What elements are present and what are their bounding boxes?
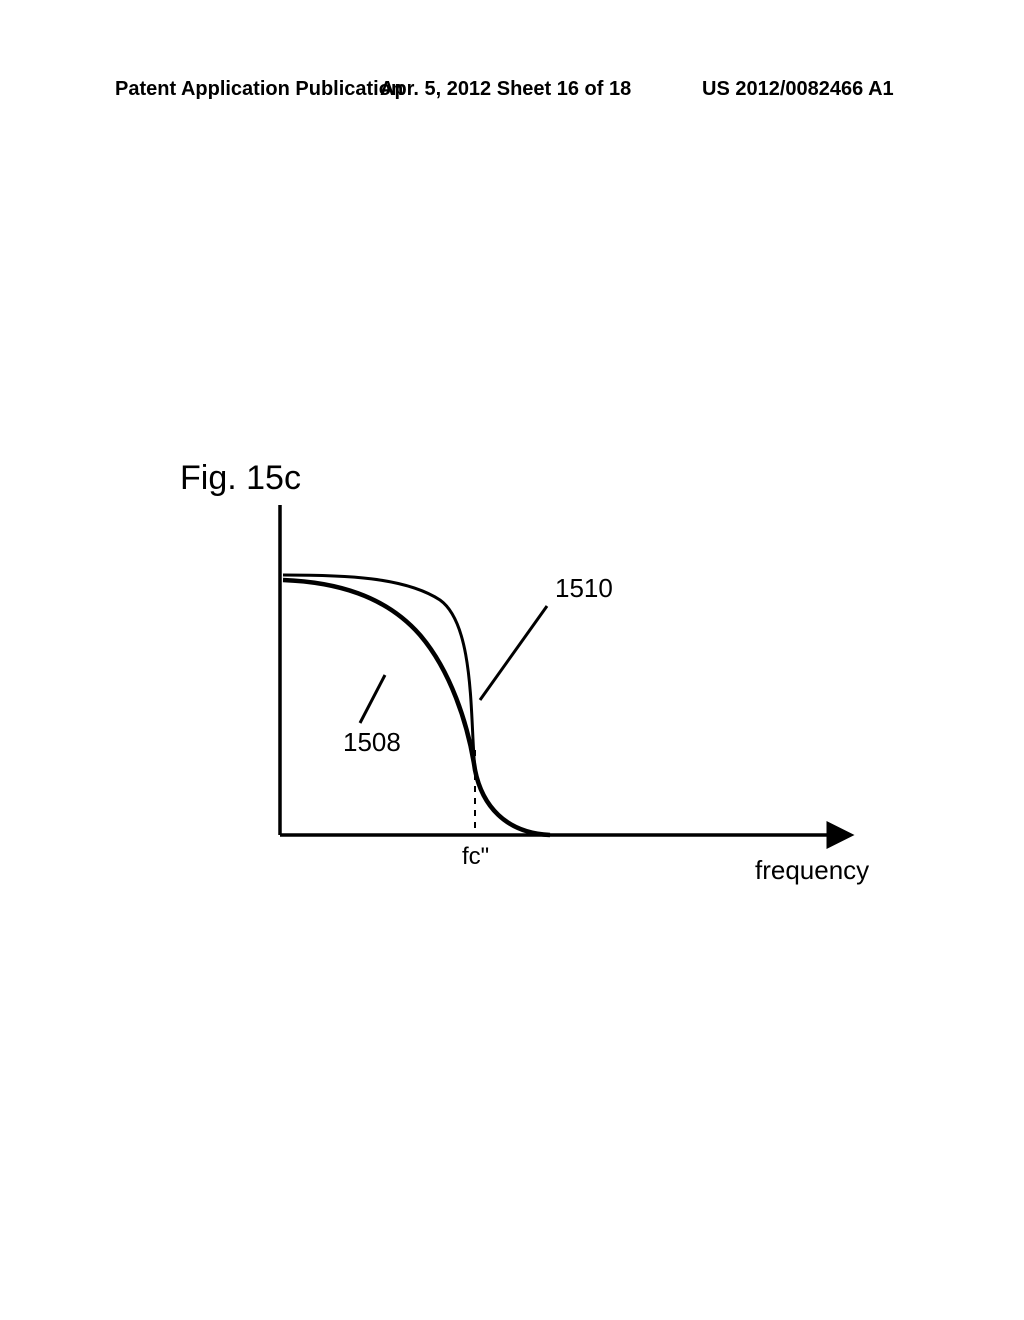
header-date-sheet: Apr. 5, 2012 Sheet 16 of 18 [380,78,631,101]
figure-title: Fig. 15c [180,459,301,498]
header-pub-number: US 2012/0082466 A1 [702,78,894,101]
x-axis-label: frequency [755,855,869,886]
pointer-1510 [480,606,547,700]
pointer-1508 [360,675,385,723]
curve-1510 [283,575,550,835]
tick-label-fc: fc" [462,843,489,871]
chart-svg [250,505,900,875]
filter-response-chart: 1508 1510 fc" frequency [250,505,900,875]
header-publication: Patent Application Publication [115,78,403,101]
label-1510: 1510 [555,573,613,604]
label-1508: 1508 [343,727,401,758]
curve-1508 [283,580,550,835]
